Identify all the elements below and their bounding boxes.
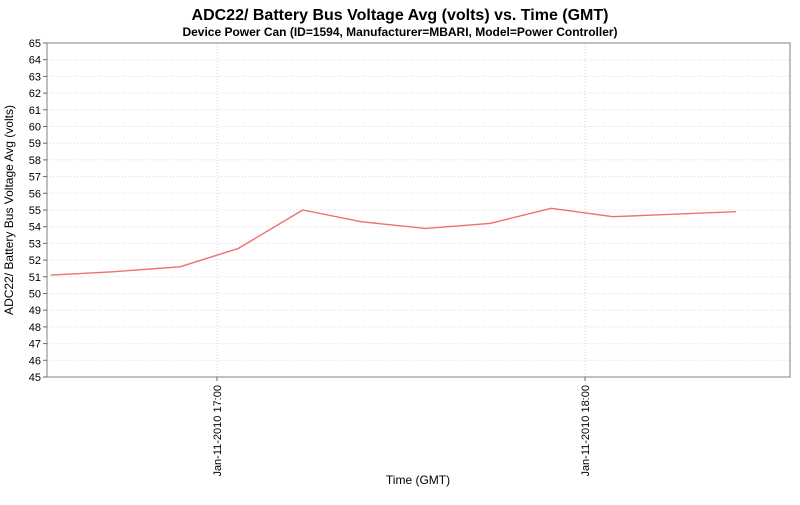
y-tick-label: 58	[29, 155, 41, 167]
y-tick-label: 61	[29, 105, 41, 117]
y-tick-label: 52	[29, 255, 41, 267]
y-tick-label: 50	[29, 289, 41, 301]
y-tick-label: 63	[29, 71, 41, 83]
y-tick-label: 64	[29, 55, 41, 67]
x-axis-title: Time (GMT)	[386, 473, 450, 487]
plot-area: 45 46 47 48 49 50 51 52 53 54 55 56 57 58 59 60 61 62 63 64…	[29, 38, 791, 477]
y-tick-label: 47	[29, 339, 41, 351]
y-tick-label: 56	[29, 188, 41, 200]
chart-subtitle: Device Power Can (ID=1594, Manufacturer=…	[182, 25, 617, 39]
chart-title: ADC22/ Battery Bus Voltage Avg (volts) v…	[192, 7, 609, 24]
y-tick-label: 49	[29, 305, 41, 317]
x-tick-label: Jan-11-2010 18:00	[580, 385, 592, 477]
x-tick-label: Jan-11-2010 17:00	[212, 385, 224, 477]
y-tick-label: 55	[29, 205, 41, 217]
y-tick-label: 48	[29, 322, 41, 334]
y-tick-label: 53	[29, 238, 41, 250]
y-tick-label: 57	[29, 172, 41, 184]
y-tick-label: 46	[29, 355, 41, 367]
y-tick-label: 62	[29, 88, 41, 100]
y-tick-label: 45	[29, 372, 41, 384]
y-tick-label: 60	[29, 122, 41, 134]
series-line	[50, 207, 737, 276]
plot-border	[46, 42, 791, 378]
y-tick-label: 65	[29, 38, 41, 50]
y-tick-label: 51	[29, 272, 41, 284]
y-axis-title: ADC22/ Battery Bus Voltage Avg (volts)	[2, 105, 16, 315]
y-tick-label: 54	[29, 222, 41, 234]
y-tick-label: 59	[29, 138, 41, 150]
